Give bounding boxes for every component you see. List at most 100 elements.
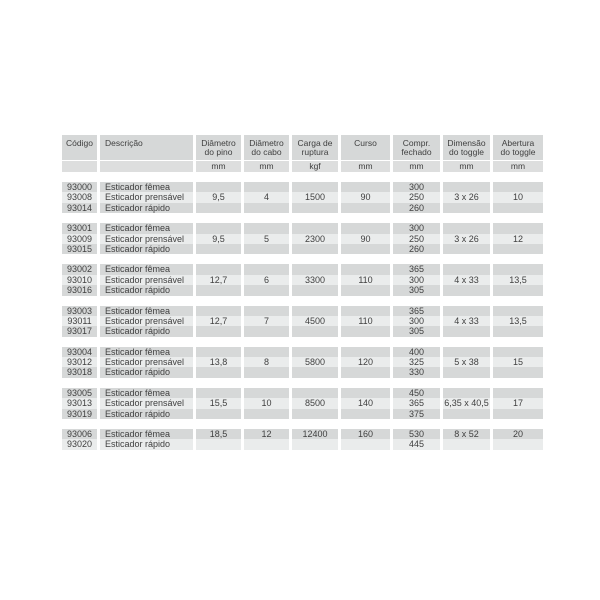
- cell-diametro-pino: [193, 264, 241, 275]
- header-cell-abertura-toggle: Abertura do toggle: [490, 135, 543, 160]
- table-row: 93020 Esticador rápido 445: [62, 439, 543, 450]
- table-row-group: 93004 Esticador fêmea 400 93012 Esticador pr…: [62, 346, 543, 378]
- cell-compr-fechado: 300: [390, 223, 440, 234]
- cell-descricao: Esticador fêmea: [97, 223, 193, 234]
- cell-diametro-cabo: 12: [241, 429, 289, 440]
- cell-codigo: 93018: [62, 367, 97, 378]
- cell-carga-ruptura: 8500: [289, 398, 338, 409]
- table-row: 93014 Esticador rápido 260: [62, 202, 543, 214]
- table-header-row: Código Descrição Diâmetro do pino Diâmetro do…: [62, 135, 543, 160]
- cell-curso: 110: [338, 274, 390, 286]
- table-row-group: 93000 Esticador fêmea 300 93008 Esticador pr…: [62, 182, 543, 214]
- cell-diametro-pino: 12,7: [193, 274, 241, 286]
- cell-compr-fechado: 325: [390, 357, 440, 368]
- cell-carga-ruptura: [289, 439, 338, 450]
- unit-cell-compr-fechado: mm: [390, 161, 440, 172]
- cell-carga-ruptura: [289, 285, 338, 296]
- cell-diametro-pino: [193, 367, 241, 378]
- cell-descricao: Esticador rápido: [97, 326, 193, 337]
- header-cell-diametro-cabo: Diâmetro do cabo: [241, 135, 289, 160]
- cell-abertura-toggle: 13,5: [490, 274, 543, 286]
- table-row: 93003 Esticador fêmea 365: [62, 305, 543, 316]
- cell-codigo: 93019: [62, 408, 97, 420]
- cell-compr-fechado: 260: [390, 202, 440, 214]
- cell-abertura-toggle: [490, 387, 543, 399]
- cell-diametro-pino: [193, 182, 241, 193]
- table-row: 93018 Esticador rápido 330: [62, 367, 543, 378]
- cell-diametro-cabo: [241, 367, 289, 378]
- cell-descricao: Esticador prensável: [97, 398, 193, 409]
- cell-compr-fechado: 305: [390, 326, 440, 337]
- cell-diametro-cabo: [241, 202, 289, 214]
- cell-abertura-toggle: 17: [490, 398, 543, 409]
- cell-compr-fechado: 530: [390, 429, 440, 440]
- cell-codigo: 93015: [62, 243, 97, 255]
- cell-dimensao-toggle: [440, 387, 490, 399]
- cell-codigo: 93017: [62, 326, 97, 337]
- table-row: 93015 Esticador rápido 260: [62, 243, 543, 255]
- cell-diametro-cabo: [241, 182, 289, 193]
- table-row-group: 93003 Esticador fêmea 365 93011 Esticador pr…: [62, 305, 543, 337]
- cell-abertura-toggle: [490, 439, 543, 450]
- cell-dimensao-toggle: [440, 305, 490, 316]
- cell-diametro-cabo: 5: [241, 233, 289, 244]
- header-cell-carga-ruptura: Carga de ruptura: [289, 135, 338, 160]
- cell-dimensao-toggle: [440, 408, 490, 420]
- cell-diametro-pino: [193, 408, 241, 420]
- cell-carga-ruptura: [289, 243, 338, 255]
- cell-curso: [338, 202, 390, 214]
- cell-codigo: 93005: [62, 387, 97, 399]
- cell-abertura-toggle: [490, 408, 543, 420]
- cell-descricao: Esticador rápido: [97, 285, 193, 296]
- table-row: 93011 Esticador prensável 12,7 7 4500 110 300 4…: [62, 315, 543, 327]
- table-row: 93008 Esticador prensável 9,5 4 1500 90 250 3 x…: [62, 192, 543, 203]
- cell-diametro-pino: [193, 223, 241, 234]
- cell-compr-fechado: 250: [390, 192, 440, 203]
- cell-dimensao-toggle: [440, 243, 490, 255]
- cell-diametro-cabo: 10: [241, 398, 289, 409]
- cell-curso: 160: [338, 429, 390, 440]
- cell-abertura-toggle: [490, 223, 543, 234]
- unit-cell-abertura-toggle: mm: [490, 161, 543, 172]
- cell-diametro-cabo: [241, 223, 289, 234]
- cell-descricao: Esticador rápido: [97, 408, 193, 420]
- table-row: 93017 Esticador rápido 305: [62, 326, 543, 337]
- cell-dimensao-toggle: 4 x 33: [440, 274, 490, 286]
- cell-abertura-toggle: [490, 326, 543, 337]
- cell-descricao: Esticador prensável: [97, 192, 193, 203]
- cell-descricao: Esticador rápido: [97, 243, 193, 255]
- cell-diametro-pino: 9,5: [193, 233, 241, 244]
- cell-carga-ruptura: [289, 367, 338, 378]
- cell-dimensao-toggle: [440, 367, 490, 378]
- unit-cell-diametro-pino: mm: [193, 161, 241, 172]
- cell-descricao: Esticador fêmea: [97, 182, 193, 193]
- cell-codigo: 93004: [62, 346, 97, 358]
- cell-dimensao-toggle: 4 x 33: [440, 315, 490, 327]
- cell-diametro-cabo: [241, 264, 289, 275]
- unit-cell-codigo: [62, 161, 97, 172]
- cell-codigo: 93009: [62, 233, 97, 244]
- cell-carga-ruptura: 2300: [289, 233, 338, 244]
- cell-dimensao-toggle: [440, 346, 490, 358]
- cell-diametro-pino: 13,8: [193, 357, 241, 368]
- cell-abertura-toggle: [490, 346, 543, 358]
- cell-codigo: 93001: [62, 223, 97, 234]
- cell-curso: [338, 243, 390, 255]
- cell-dimensao-toggle: 8 x 52: [440, 429, 490, 440]
- cell-dimensao-toggle: 3 x 26: [440, 192, 490, 203]
- cell-dimensao-toggle: [440, 223, 490, 234]
- cell-carga-ruptura: [289, 264, 338, 275]
- cell-dimensao-toggle: 3 x 26: [440, 233, 490, 244]
- cell-abertura-toggle: [490, 285, 543, 296]
- cell-curso: [338, 305, 390, 316]
- cell-dimensao-toggle: [440, 202, 490, 214]
- cell-codigo: 93008: [62, 192, 97, 203]
- cell-curso: [338, 285, 390, 296]
- cell-carga-ruptura: [289, 305, 338, 316]
- cell-dimensao-toggle: [440, 264, 490, 275]
- cell-curso: [338, 439, 390, 450]
- cell-diametro-cabo: [241, 305, 289, 316]
- cell-codigo: 93011: [62, 315, 97, 327]
- header-cell-descricao: Descrição: [97, 135, 193, 160]
- cell-descricao: Esticador fêmea: [97, 429, 193, 440]
